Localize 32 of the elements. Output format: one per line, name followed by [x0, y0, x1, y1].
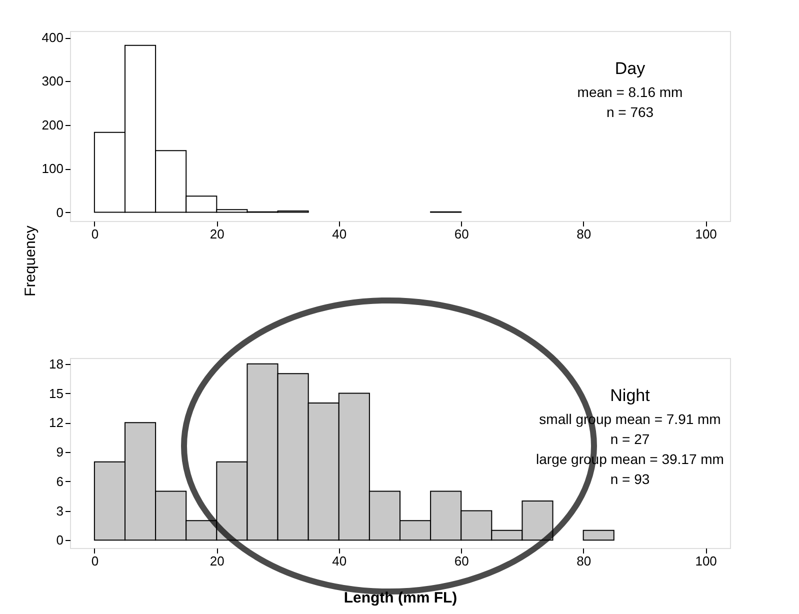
text: Day [614, 59, 646, 78]
x-tick-label: 100 [695, 554, 717, 568]
y-tick-label: 200 [42, 117, 64, 132]
y-tick-label: 18 [49, 356, 64, 372]
annotation: n = 93 [610, 471, 650, 487]
x-tick-label: 60 [454, 226, 469, 242]
annotation: n = 27 [610, 431, 650, 447]
x-tick-label: 60 [454, 554, 469, 568]
x-tick-label: 20 [210, 226, 224, 242]
x-tick-label: 40 [332, 554, 347, 568]
x-tick-label: 0 [91, 554, 99, 568]
y-tick-label: 400 [42, 30, 64, 46]
x-tick-label: 40 [332, 226, 347, 242]
x-axis-title: Length (mm FL) [344, 590, 458, 606]
x-tick-label: 100 [695, 226, 717, 242]
y-tick-label: 3 [56, 503, 64, 518]
y-tick-label: 0 [56, 204, 64, 220]
y-tick-label: 9 [56, 444, 64, 460]
annotation: mean = 8.16 mm [577, 84, 683, 100]
x-tick-label: 80 [576, 554, 592, 568]
x-tick-label: 0 [91, 226, 99, 242]
y-tick-label: 15 [49, 386, 64, 401]
y-tick-label: 100 [42, 161, 64, 176]
y-tick-label: 0 [56, 532, 64, 548]
y-tick-label: 300 [42, 74, 64, 89]
y-tick-label: 6 [56, 474, 64, 489]
text: Night [610, 386, 650, 405]
y-tick-label: 12 [49, 415, 64, 430]
annotation: n = 763 [606, 104, 654, 120]
x-tick-label: 80 [576, 226, 592, 242]
x-tick-label: 20 [210, 554, 224, 568]
y-axis-title: Frequency [22, 225, 39, 296]
